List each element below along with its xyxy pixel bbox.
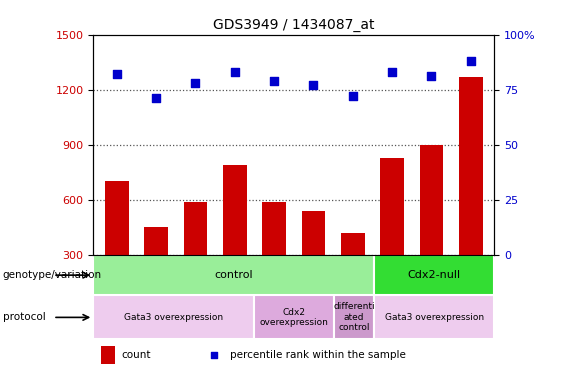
Point (112, 71, 121, 77)
Bar (184, 202, 207, 310)
Point (388, 69, 397, 75)
Point (231, 69, 240, 75)
Point (209, 352, 218, 358)
Point (466, 58, 475, 64)
Text: Gata3 overexpression: Gata3 overexpression (385, 313, 484, 322)
Bar (262, 202, 286, 310)
Bar (93, 295, 254, 339)
Bar (105, 182, 129, 310)
Text: Gata3 overexpression: Gata3 overexpression (124, 313, 223, 322)
Point (191, 80, 200, 86)
Point (427, 73, 436, 79)
Bar (334, 295, 374, 339)
Text: protocol: protocol (3, 313, 46, 323)
Bar (374, 295, 494, 339)
Point (309, 82, 318, 88)
Text: count: count (121, 350, 151, 360)
Bar (223, 165, 246, 310)
Bar (420, 145, 444, 310)
Bar (93, 255, 374, 295)
Text: differenti
ated
control: differenti ated control (333, 303, 375, 332)
Bar (341, 233, 364, 310)
Point (151, 95, 160, 101)
Text: genotype/variation: genotype/variation (3, 270, 102, 280)
Point (270, 78, 279, 84)
Bar (101, 346, 115, 364)
Text: percentile rank within the sample: percentile rank within the sample (229, 350, 406, 360)
Text: Cdx2
overexpression: Cdx2 overexpression (259, 308, 328, 327)
Bar (254, 295, 334, 339)
Bar (374, 255, 494, 295)
Bar (144, 227, 168, 310)
Title: GDS3949 / 1434087_at: GDS3949 / 1434087_at (213, 18, 375, 32)
Bar (302, 211, 325, 310)
Bar (380, 157, 404, 310)
Text: Cdx2-null: Cdx2-null (407, 270, 461, 280)
Text: control: control (214, 270, 253, 280)
Bar (459, 77, 483, 310)
Point (348, 93, 357, 99)
